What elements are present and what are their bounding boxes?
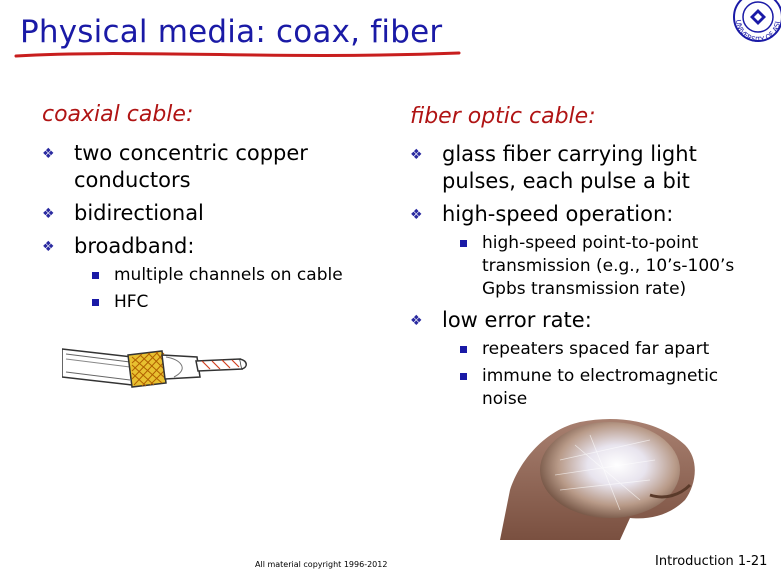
coaxial-list: ❖ two concentric copper conductors ❖ bid… <box>42 140 382 320</box>
diamond-bullet-icon: ❖ <box>42 206 55 222</box>
diamond-bullet-icon: ❖ <box>42 239 55 255</box>
diamond-bullet-icon: ❖ <box>42 146 55 162</box>
list-item: ❖ high-speed operation: high-speed point… <box>410 201 780 301</box>
slide-number: Introduction 1-21 <box>655 554 768 569</box>
fiber-list: ❖ glass fiber carrying light pulses, eac… <box>410 141 780 417</box>
list-item: ❖ two concentric copper conductors <box>42 141 308 192</box>
list-item: ❖ broadband: multiple channels on cable … <box>42 233 382 314</box>
sub-list-item: high-speed point-to-point transmission (… <box>450 232 780 301</box>
square-bullet-icon <box>92 272 99 279</box>
sub-list-item: immune to electromagnetic noise <box>450 365 780 411</box>
fiber-optic-photo <box>500 418 695 540</box>
diamond-bullet-icon: ❖ <box>410 147 423 163</box>
diamond-bullet-icon: ❖ <box>410 207 423 223</box>
fiber-heading: fiber optic cable: <box>410 104 596 129</box>
list-item: ❖ low error rate: repeaters spaced far a… <box>410 307 780 411</box>
slide-title: Physical media: coax, fiber <box>20 14 443 50</box>
square-bullet-icon <box>460 373 467 380</box>
coaxial-heading: coaxial cable: <box>42 102 194 127</box>
square-bullet-icon <box>92 299 99 306</box>
list-item: ❖ glass fiber carrying light pulses, eac… <box>410 142 697 193</box>
diamond-bullet-icon: ❖ <box>410 313 423 329</box>
error-sublist: repeaters spaced far apart immune to ele… <box>450 338 780 411</box>
copyright-text: All material copyright 1996-2012 <box>255 560 388 569</box>
broadband-sublist: multiple channels on cable HFC <box>82 264 382 314</box>
university-logo: UNIVERSITY OF ASIA <box>728 0 781 44</box>
sub-list-item: HFC <box>82 291 382 314</box>
sub-list-item: multiple channels on cable <box>82 264 382 287</box>
square-bullet-icon <box>460 240 467 247</box>
sub-list-item: repeaters spaced far apart <box>450 338 780 361</box>
list-item: ❖ bidirectional <box>42 201 204 225</box>
square-bullet-icon <box>460 346 467 353</box>
coax-cable-illustration <box>62 348 247 388</box>
speed-sublist: high-speed point-to-point transmission (… <box>450 232 780 301</box>
title-underline <box>14 51 461 58</box>
